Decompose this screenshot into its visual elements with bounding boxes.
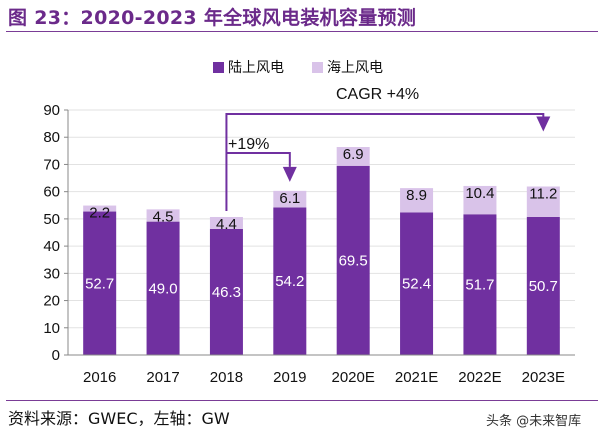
growth-19-label: +19% <box>228 136 269 153</box>
watermark: 头条 @未来智库 <box>486 414 582 429</box>
bar-offshore <box>209 216 243 229</box>
bar-offshore <box>526 186 560 217</box>
bar-onshore <box>526 216 560 355</box>
cagr-arrow-head <box>536 116 551 132</box>
data-label-onshore: 69.5 <box>339 252 368 269</box>
x-tick-label: 2018 <box>210 369 243 386</box>
bar-offshore <box>83 205 117 212</box>
bar-onshore <box>336 165 370 355</box>
y-tick-label: 90 <box>43 102 60 119</box>
bar-onshore <box>400 212 434 355</box>
growth-annotations: CAGR +4% +19% <box>225 86 551 211</box>
data-labels: 52.7 2.2 49.0 4.5 46.3 4.4 54.2 6.1 69.5 6.9 52.4 8… <box>85 146 558 301</box>
bar-offshore <box>463 185 497 215</box>
data-label-offshore: 6.9 <box>343 146 364 163</box>
data-label-offshore: 2.2 <box>89 205 110 222</box>
title-divider <box>6 31 598 32</box>
x-tick-label: 2020E <box>332 369 375 386</box>
cagr-arrow-line <box>225 113 545 211</box>
data-label-onshore: 49.0 <box>148 280 177 297</box>
bar-onshore <box>273 207 307 355</box>
y-tick-label: 0 <box>52 347 60 364</box>
y-tick-label: 80 <box>43 129 60 146</box>
cagr-label: CAGR +4% <box>336 86 419 103</box>
gridlines <box>68 109 575 329</box>
legend-label-onshore: 陆上风电 <box>228 59 284 75</box>
y-axis: 0 10 20 30 40 50 60 70 80 90 <box>43 102 69 364</box>
bars <box>83 147 560 355</box>
y-tick-label: 60 <box>43 184 60 201</box>
bar-offshore <box>400 188 434 213</box>
data-label-offshore: 6.1 <box>279 190 300 207</box>
data-label-onshore: 52.4 <box>402 276 431 293</box>
data-label-onshore: 52.7 <box>85 275 114 292</box>
bar-onshore <box>209 228 243 355</box>
y-tick-label: 40 <box>43 238 60 255</box>
data-label-onshore: 54.2 <box>275 273 304 290</box>
x-tick-label: 2017 <box>146 369 179 386</box>
y-tick-label: 30 <box>43 265 60 282</box>
data-label-onshore: 50.7 <box>529 278 558 295</box>
growth-19-arrow-head <box>282 166 297 182</box>
bar-onshore <box>83 211 117 355</box>
legend-label-offshore: 海上风电 <box>327 59 383 75</box>
bar-offshore <box>336 147 370 166</box>
data-label-onshore: 46.3 <box>212 284 241 301</box>
x-tick-label: 2019 <box>273 369 306 386</box>
data-label-offshore: 11.2 <box>529 185 557 202</box>
y-tick-label: 20 <box>43 293 60 310</box>
data-label-offshore: 10.4 <box>465 185 494 202</box>
x-tick-label: 2022E <box>458 369 501 386</box>
footer-divider <box>6 400 598 401</box>
y-tick-label: 10 <box>43 320 60 337</box>
bar-offshore <box>273 190 307 208</box>
y-tick-label: 70 <box>43 156 60 173</box>
bar-offshore <box>146 209 180 222</box>
legend-swatch-offshore <box>312 62 323 73</box>
source-note: 资料来源：GWEC，左轴：GW <box>8 409 230 428</box>
bar-onshore <box>463 214 497 355</box>
data-label-offshore: 8.9 <box>406 187 427 204</box>
legend-swatch-onshore <box>213 62 224 73</box>
data-label-onshore: 51.7 <box>465 277 494 294</box>
x-axis: 2016 2017 2018 2019 2020E 2021E 2022E 2023E <box>68 354 575 386</box>
x-tick-label: 2021E <box>395 369 438 386</box>
bar-onshore <box>146 221 180 355</box>
legend: 陆上风电 海上风电 <box>213 59 383 75</box>
growth-19-arrow-line <box>226 152 291 167</box>
data-label-offshore: 4.5 <box>153 208 174 225</box>
data-label-offshore: 4.4 <box>216 216 237 233</box>
x-tick-label: 2016 <box>83 369 116 386</box>
x-tick-label: 2023E <box>522 369 565 386</box>
figure-title: 图 23：2020-2023 年全球风电装机容量预测 <box>8 7 417 29</box>
y-tick-label: 50 <box>43 211 60 228</box>
